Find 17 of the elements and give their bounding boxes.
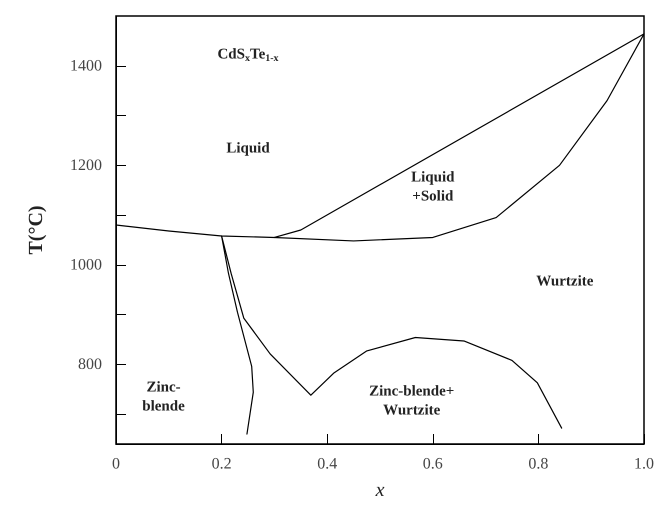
y-tick-label: 1400 xyxy=(70,57,102,74)
x-tick-label: 0.6 xyxy=(422,456,443,472)
x-tick-label: 0.4 xyxy=(317,456,338,472)
annotation: Liquid xyxy=(226,140,270,157)
annotation: Zinc-blende+ Wurtzite xyxy=(369,384,454,419)
y-tick-label: 800 xyxy=(78,356,102,373)
x-tick-label: 1.0 xyxy=(634,456,654,472)
x-axis-title: x xyxy=(374,479,385,501)
x-tick-label: 0.2 xyxy=(212,456,232,472)
x-tick-label: 0 xyxy=(112,456,120,472)
annotation: Liquid +Solid xyxy=(411,170,456,205)
y-tick-label: 1000 xyxy=(70,256,102,274)
x-tick-label: 0.8 xyxy=(528,456,548,472)
y-axis-title: T(°C) xyxy=(25,205,47,255)
y-tick-label: 1200 xyxy=(70,156,102,174)
annotation: Zinc- blende xyxy=(142,379,186,414)
annotation: Wurtzite xyxy=(536,273,594,290)
